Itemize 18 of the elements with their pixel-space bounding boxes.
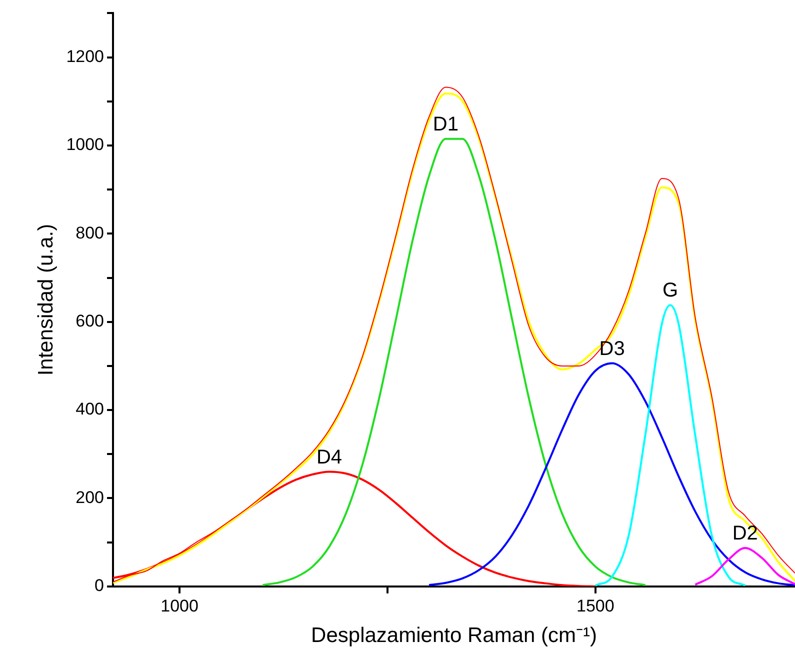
line-series <box>428 362 795 586</box>
y-tick-label: 400 <box>76 400 104 419</box>
y-tick-label: 0 <box>94 576 104 596</box>
x-axis-title: Desplazamiento Raman (cm⁻¹) <box>311 624 597 648</box>
y-tick-label: 600 <box>76 312 104 331</box>
y-tick-label: 1000 <box>66 135 104 154</box>
y-tick-label: 200 <box>76 488 104 507</box>
series-label: D2 <box>732 522 758 545</box>
x-tick-label: 1500 <box>576 596 614 616</box>
line-series <box>694 547 795 586</box>
series-label: D4 <box>316 446 342 468</box>
y-tick-label: 1200 <box>66 46 104 66</box>
series-label: D1 <box>432 113 458 136</box>
y-tick-label: 800 <box>76 223 104 242</box>
line-series <box>262 138 646 586</box>
series-label: G <box>662 280 678 302</box>
y-axis-title: Intensidad (u.a.) <box>34 224 58 376</box>
series-label: D3 <box>599 338 625 360</box>
